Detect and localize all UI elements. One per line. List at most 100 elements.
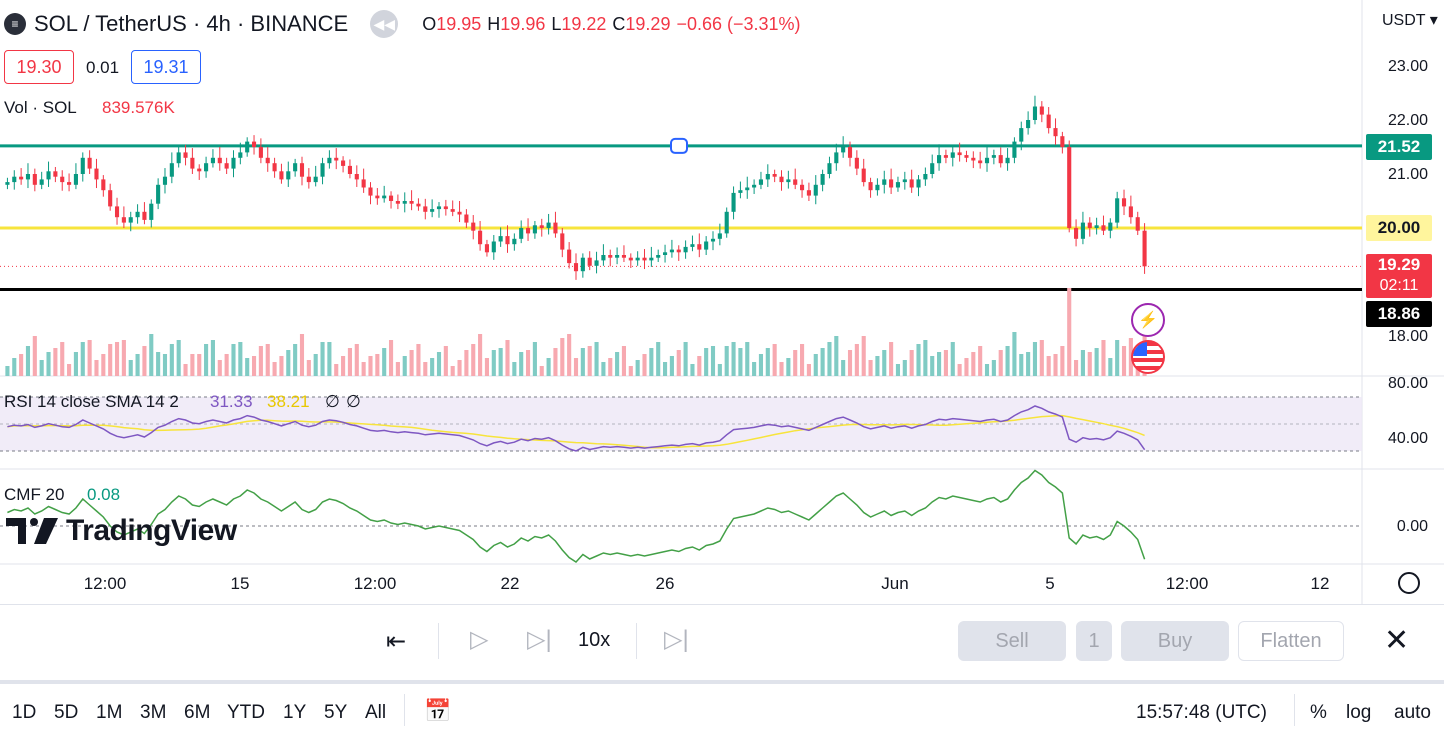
candle-body	[80, 157, 85, 174]
rsi-axis-label: 40.00	[1387, 430, 1428, 447]
candle-body	[224, 163, 229, 169]
volume-bar	[1032, 342, 1038, 376]
range-5y[interactable]: 5Y	[324, 702, 348, 723]
volume-bar	[628, 366, 633, 376]
log-toggle[interactable]: log	[1346, 702, 1372, 723]
range-ytd[interactable]: YTD	[227, 702, 265, 723]
jump-to-realtime-icon[interactable]: ▷|	[664, 626, 689, 653]
chart-canvas[interactable]	[0, 0, 1444, 604]
range-1m[interactable]: 1M	[96, 702, 123, 723]
volume-bar	[841, 360, 846, 376]
sell-price-box[interactable]: 19.30	[4, 50, 74, 84]
time-axis-label: 12:00	[1165, 574, 1209, 593]
candle-body	[615, 255, 620, 258]
speed-select[interactable]: 10x	[578, 629, 611, 651]
range-all[interactable]: All	[365, 702, 387, 723]
range-1y[interactable]: 1Y	[283, 702, 307, 723]
percent-toggle[interactable]: %	[1310, 702, 1327, 723]
volume-bar	[1128, 338, 1133, 376]
flatten-button[interactable]: Flatten	[1238, 621, 1344, 661]
us-flag-icon[interactable]	[1131, 340, 1165, 374]
volume-bar	[114, 342, 120, 376]
yellow-level-tag[interactable]: 20.00	[1366, 215, 1432, 241]
candle-body	[690, 244, 695, 247]
time-axis-label: Jun	[881, 574, 909, 593]
candle-body	[971, 157, 976, 161]
volume-bar	[382, 348, 387, 376]
buy-price-box[interactable]: 19.31	[131, 50, 201, 84]
currency-select[interactable]: USDT ▾	[1382, 12, 1438, 29]
candle-body	[1039, 106, 1044, 115]
candle-body	[498, 236, 503, 242]
candle-body	[779, 176, 784, 183]
candle-body	[245, 141, 250, 153]
candle-body	[998, 155, 1003, 164]
sell-button[interactable]: Sell	[958, 621, 1066, 661]
buy-button[interactable]: Buy	[1121, 621, 1229, 661]
utc-clock[interactable]: 15:57:48 (UTC)	[1136, 702, 1267, 723]
step-forward-icon[interactable]: ▷|	[527, 626, 552, 653]
green-level-tag[interactable]: 21.52	[1366, 134, 1432, 160]
volume-bar	[238, 342, 243, 376]
candle-body	[1128, 206, 1133, 218]
volume-bar	[909, 350, 914, 376]
volume-bar	[430, 358, 435, 376]
candle-body	[457, 211, 462, 215]
candle-body	[573, 263, 579, 272]
candle-body	[1019, 128, 1024, 142]
lightning-event-icon[interactable]: ⚡	[1131, 303, 1165, 337]
volume-bar	[1005, 346, 1010, 376]
candle-body	[772, 174, 777, 177]
volume-bar	[183, 364, 188, 376]
volume-bar	[738, 348, 743, 376]
candle-body	[265, 157, 270, 164]
candle-body	[361, 179, 366, 188]
volume-bar	[395, 362, 400, 376]
volume-bar	[19, 354, 24, 376]
range-3m[interactable]: 3M	[140, 702, 167, 723]
black-level-tag[interactable]: 18.86	[1366, 301, 1432, 327]
candle-body	[635, 257, 640, 261]
candle-body	[1060, 136, 1065, 147]
candle-body	[895, 182, 901, 188]
volume-bar	[334, 364, 339, 376]
candle-body	[738, 190, 743, 193]
auto-toggle[interactable]: auto	[1394, 702, 1431, 723]
quantity-field[interactable]: 1	[1076, 621, 1112, 661]
volume-bar	[423, 362, 428, 376]
candle-body	[820, 174, 825, 185]
close-icon[interactable]: ✕	[1384, 624, 1410, 657]
play-icon[interactable]: ▷	[470, 626, 489, 653]
range-5d[interactable]: 5D	[54, 702, 79, 723]
candle-body	[108, 190, 113, 207]
candle-body	[293, 163, 298, 172]
candle-body	[1012, 141, 1017, 158]
candle-body	[937, 155, 942, 164]
volume-bar	[279, 356, 284, 376]
volume-bar	[190, 354, 195, 376]
volume-bar	[724, 346, 729, 376]
candle-body	[525, 228, 531, 234]
volume-bar	[402, 356, 407, 376]
candle-body	[53, 171, 58, 177]
candle-body	[409, 201, 414, 204]
volume-bar	[306, 360, 311, 376]
candle-body	[868, 182, 873, 191]
symbol-header: ≡ SOL / TetherUS · 4h · BINANCE ◀◀ O19.9…	[0, 8, 801, 40]
volume-bar	[567, 334, 572, 376]
symbol-title[interactable]: SOL / TetherUS · 4h · BINANCE	[34, 11, 349, 36]
volume-bar	[204, 344, 209, 376]
candle-body	[149, 203, 154, 220]
goto-date-icon[interactable]: 📅	[424, 698, 452, 723]
candle-body	[656, 255, 661, 258]
settings-gear-icon[interactable]	[1398, 572, 1420, 594]
rewind-icon[interactable]: ◀◀	[370, 10, 399, 38]
candle-body	[320, 163, 325, 177]
jump-to-start-icon[interactable]: ⇤	[386, 628, 407, 655]
range-1d[interactable]: 1D	[12, 702, 37, 723]
candle-body	[512, 238, 517, 245]
candle-body	[710, 238, 716, 242]
range-6m[interactable]: 6M	[184, 702, 211, 723]
candle-body	[142, 211, 147, 220]
candle-body	[382, 195, 387, 199]
